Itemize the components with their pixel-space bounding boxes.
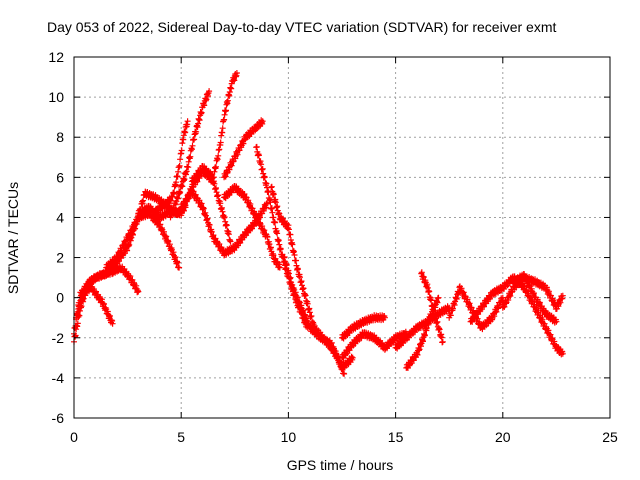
x-axis-label: GPS time / hours [287, 457, 394, 473]
series-track-10 [221, 117, 266, 181]
y-tick-label: -6 [52, 410, 65, 426]
ticks-layer: 0 5 10 15 20 25 -6 -4 -2 0 2 4 6 8 10 12 [48, 49, 618, 445]
x-tick-label: 20 [495, 429, 511, 445]
data-markers [510, 271, 560, 326]
y-axis-label: SDTVAR / TECUs [5, 182, 21, 294]
series-track-14 [281, 254, 356, 373]
chart-title: Day 053 of 2022, Sidereal Day-to-day VTE… [47, 19, 556, 35]
series-track-16 [339, 328, 410, 361]
series-track-6 [167, 88, 213, 221]
x-tick-label: 15 [388, 429, 404, 445]
series-track-8 [188, 70, 240, 185]
data-markers [221, 183, 283, 271]
series-track-19 [418, 269, 446, 346]
y-tick-label: 2 [56, 250, 64, 266]
series-track-11 [221, 183, 283, 271]
x-tick-label: 10 [281, 429, 297, 445]
y-tick-label: 12 [48, 49, 64, 65]
plot-frame [73, 56, 611, 419]
y-tick-label: 10 [48, 89, 64, 105]
series-track-20 [446, 283, 506, 333]
y-tick-label: 4 [56, 209, 64, 225]
x-tick-label: 0 [70, 429, 78, 445]
y-tick-label: 8 [56, 129, 64, 145]
y-tick-label: 0 [56, 290, 64, 306]
y-tick-label: 6 [56, 169, 64, 185]
data-markers [221, 117, 266, 181]
data-markers [281, 254, 356, 373]
marks-layer [71, 70, 566, 377]
y-tick-label: -2 [52, 330, 65, 346]
data-markers [339, 328, 410, 361]
series-track-15 [339, 312, 388, 342]
data-markers [418, 269, 446, 346]
series-track-4 [103, 208, 183, 272]
y-tick-label: -4 [52, 370, 65, 386]
x-tick-label: 5 [177, 429, 185, 445]
data-markers [167, 88, 213, 221]
data-markers [446, 283, 506, 333]
x-tick-label: 25 [602, 429, 618, 445]
series-track-23 [510, 271, 560, 326]
grid-layer [74, 57, 610, 418]
data-markers [103, 208, 183, 272]
data-markers [188, 70, 240, 185]
data-markers [339, 312, 388, 342]
